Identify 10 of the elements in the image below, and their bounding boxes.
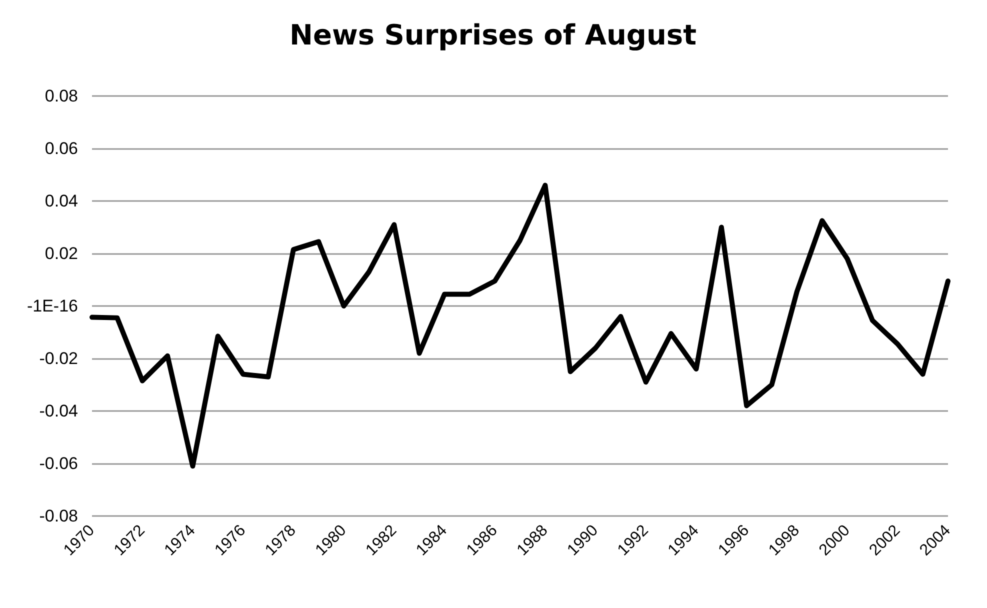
chart-title: News Surprises of August	[290, 18, 696, 52]
y-tick-label: -1E-16	[26, 296, 78, 316]
y-tick-label: -0.08	[39, 506, 78, 526]
y-tick-label: -0.02	[39, 349, 78, 368]
y-tick-label: -0.06	[39, 454, 78, 473]
y-tick-label: 0.06	[44, 139, 78, 158]
y-tick-label: 0.04	[44, 192, 78, 210]
y-tick-label: 0.08	[44, 86, 78, 106]
y-tick-label: -0.04	[39, 402, 78, 420]
y-tick-label: 0.02	[44, 244, 78, 263]
